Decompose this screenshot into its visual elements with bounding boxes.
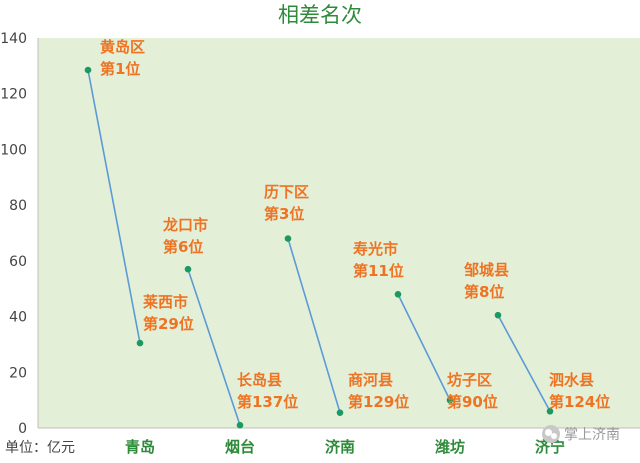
x-category-label: 青岛 bbox=[125, 438, 155, 456]
y-tick-label: 100 bbox=[0, 142, 27, 158]
data-point bbox=[494, 311, 502, 319]
data-label-rank: 第1位 bbox=[100, 60, 140, 78]
series-line bbox=[187, 268, 241, 426]
series-line bbox=[497, 314, 551, 412]
unit-label: 单位：亿元 bbox=[5, 440, 75, 456]
data-label-name: 黄岛区 bbox=[100, 38, 145, 56]
data-point bbox=[394, 290, 402, 298]
x-category-label: 潍坊 bbox=[435, 438, 465, 456]
data-label-rank: 第90位 bbox=[447, 393, 498, 411]
data-point bbox=[546, 407, 554, 415]
data-label-rank: 第8位 bbox=[464, 283, 504, 301]
y-tick-label: 40 bbox=[9, 310, 27, 326]
data-label-name: 长岛县 bbox=[237, 371, 282, 389]
data-point bbox=[136, 339, 144, 347]
data-point bbox=[284, 235, 292, 242]
y-tick-label: 120 bbox=[0, 87, 27, 103]
y-tick-label: 20 bbox=[9, 365, 27, 381]
y-tick-label: 0 bbox=[18, 421, 27, 437]
y-tick-label: 80 bbox=[9, 198, 27, 214]
data-point bbox=[336, 409, 344, 416]
data-label-rank: 第3位 bbox=[264, 205, 304, 223]
wechat-icon bbox=[542, 425, 560, 443]
data-label-name: 历下区 bbox=[264, 183, 309, 201]
data-label-rank: 第129位 bbox=[348, 393, 409, 411]
data-label-name: 寿光市 bbox=[353, 240, 398, 258]
x-category-label: 烟台 bbox=[225, 438, 255, 456]
data-label-name: 莱西市 bbox=[143, 293, 188, 311]
data-label-name: 龙口市 bbox=[162, 216, 208, 234]
data-label-rank: 第137位 bbox=[237, 393, 298, 411]
x-category-label: 济南 bbox=[325, 438, 355, 456]
series-line bbox=[87, 69, 141, 344]
series-line bbox=[287, 238, 341, 413]
watermark-text: 掌上济南 bbox=[564, 427, 620, 443]
y-tick-label: 60 bbox=[9, 254, 27, 270]
data-label-name: 商河县 bbox=[348, 371, 393, 389]
data-point bbox=[446, 396, 454, 404]
chart-title: 相差名次 bbox=[278, 3, 362, 27]
data-label-rank: 第124位 bbox=[549, 393, 610, 411]
watermark: 掌上济南 bbox=[542, 424, 620, 444]
data-label-rank: 第6位 bbox=[163, 238, 203, 256]
data-label-name: 坊子区 bbox=[447, 371, 492, 389]
y-tick-label: 140 bbox=[0, 31, 27, 47]
data-label-rank: 第29位 bbox=[143, 315, 194, 333]
data-point bbox=[236, 421, 244, 429]
plot-area bbox=[38, 38, 640, 428]
data-label-name: 邹城县 bbox=[463, 261, 509, 279]
data-point bbox=[184, 265, 192, 273]
data-label-rank: 第11位 bbox=[353, 262, 404, 280]
x-category-label: 济宁 bbox=[535, 438, 565, 456]
data-label-name: 泗水县 bbox=[549, 371, 594, 389]
data-point bbox=[84, 66, 92, 74]
series-line bbox=[397, 293, 451, 401]
